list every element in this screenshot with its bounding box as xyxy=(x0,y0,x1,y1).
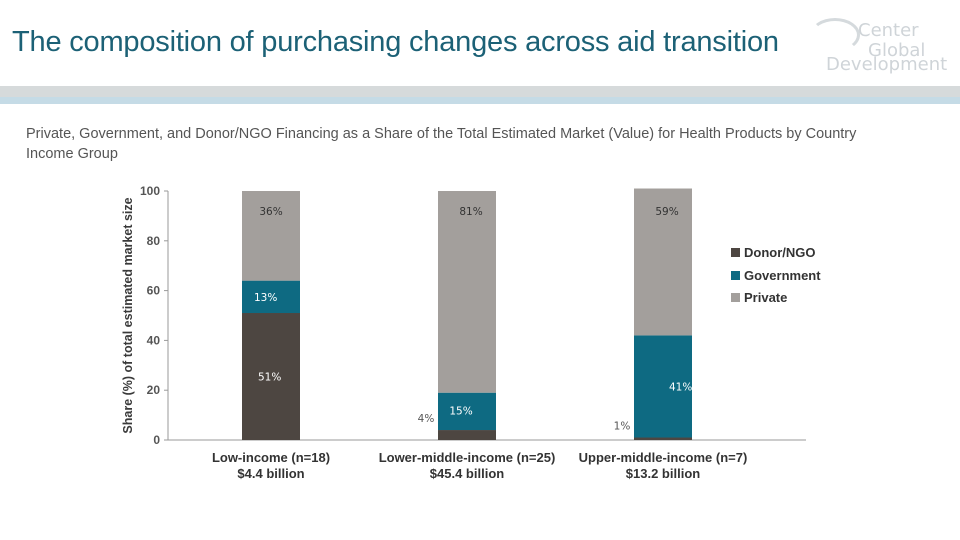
data-label: 51% xyxy=(258,372,281,384)
legend-label-government: Government xyxy=(744,268,821,283)
data-label: 81% xyxy=(459,206,482,218)
chart-title: Private, Government, and Donor/NGO Finan… xyxy=(26,126,857,162)
legend-swatch-government xyxy=(731,271,740,280)
data-label: 4% xyxy=(418,413,435,425)
bar-donor-ngo-2 xyxy=(634,437,692,440)
data-label: 41% xyxy=(669,381,692,393)
x-category-label: Low-income (n=18) xyxy=(212,450,330,465)
data-label: 1% xyxy=(614,421,631,433)
x-category-value: $13.2 billion xyxy=(626,466,700,481)
y-tick-label: 100 xyxy=(140,184,160,198)
bar-government-0 xyxy=(242,280,300,314)
logo-line-1: Center xyxy=(858,20,919,41)
globe-icon xyxy=(810,18,860,52)
x-category-label: Upper-middle-income (n=7) xyxy=(579,450,748,465)
legend-swatch-donor-ngo xyxy=(731,248,740,257)
logo-line-3: Development xyxy=(826,54,948,75)
bar-private-2 xyxy=(634,188,692,336)
y-tick-label: 60 xyxy=(147,284,161,298)
legend-label-private: Private xyxy=(744,290,787,305)
x-category-label: Lower-middle-income (n=25) xyxy=(379,450,556,465)
legend-swatch-private xyxy=(731,293,740,302)
bar-donor-ngo-1 xyxy=(438,430,496,440)
y-axis-label: Share (%) of total estimated market size xyxy=(121,197,135,433)
bar-private-0 xyxy=(242,191,300,281)
y-tick-label: 40 xyxy=(147,333,161,347)
slide-title: The composition of purchasing changes ac… xyxy=(12,26,779,58)
data-label: 15% xyxy=(449,406,472,418)
bar-government-1 xyxy=(438,392,496,431)
cgd-logo: Center Global Development xyxy=(806,16,948,76)
y-tick-label: 20 xyxy=(147,383,161,397)
x-category-value: $4.4 billion xyxy=(237,466,304,481)
x-category-value: $45.4 billion xyxy=(430,466,504,481)
y-tick-label: 0 xyxy=(153,433,160,447)
bar-government-2 xyxy=(634,335,692,438)
logo-line-2: Global xyxy=(868,40,926,61)
legend-label-donor-ngo: Donor/NGO xyxy=(744,245,816,260)
y-tick-label: 80 xyxy=(147,234,161,248)
bar-private-1 xyxy=(438,191,496,393)
bar-donor-ngo-0 xyxy=(242,313,300,440)
data-label: 13% xyxy=(254,292,277,304)
header-band-blue xyxy=(0,97,960,104)
data-label: 59% xyxy=(655,206,678,218)
header-band-grey xyxy=(0,86,960,97)
data-label: 36% xyxy=(259,206,282,218)
